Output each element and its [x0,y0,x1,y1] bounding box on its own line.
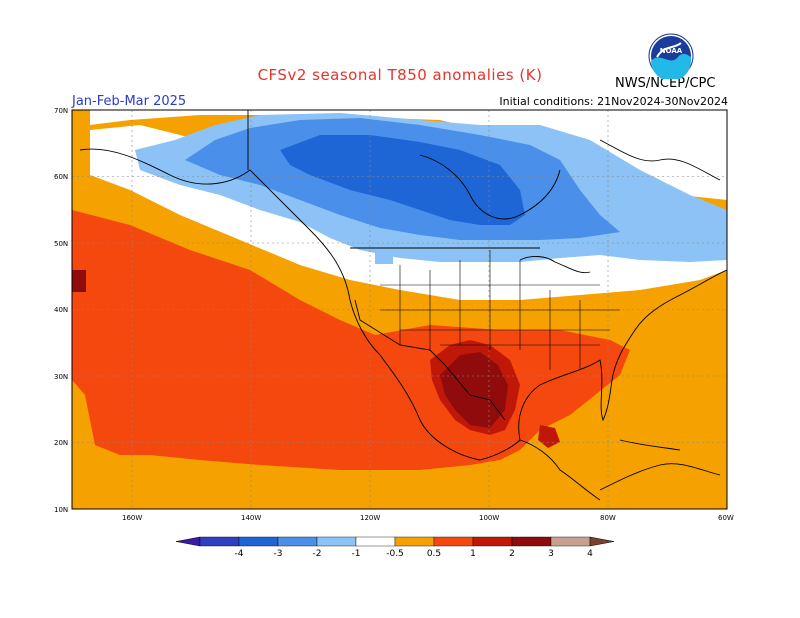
colorbar-segment [199,536,240,547]
colorbar-tick-label: -0.5 [386,549,404,559]
initial-conditions: Initial conditions: 21Nov2024-30Nov2024 [499,95,728,108]
colorbar-segment [316,536,357,547]
lon-label-140w: 140W [241,514,261,522]
lat-label-20: 20N [54,439,68,447]
logo-text: NOAA [660,47,683,55]
colorbar-tick-label: 4 [587,549,593,559]
colorbar-tick-label: -3 [274,549,283,559]
colorbar-arrow-low [175,536,201,547]
anomaly-band-neg3 [280,135,525,225]
colorbar-tick-label: 1 [470,549,476,559]
colorbar: -4 -3 -2 -1 -0.5 0.5 1 2 3 4 [175,536,615,559]
agency-label: NWS/NCEP/CPC [615,76,716,91]
lat-label-50: 50N [54,240,68,248]
gridlines [72,110,727,509]
anomaly-band-pos2-west [72,215,100,375]
forecast-period: Jan-Feb-Mar 2025 [72,94,187,109]
anomaly-band-pos1-south [72,470,727,509]
colorbar-tick-label: -4 [235,549,244,559]
noaa-logo: NOAA [648,33,694,79]
colorbar-segment [550,536,591,547]
lat-label-60: 60N [54,173,68,181]
colorbar-segment [238,536,279,547]
lon-label-80w: 80W [600,514,616,522]
state-borders [380,250,620,370]
lon-label-160w: 160W [122,514,142,522]
colorbar-tick-label: 3 [548,549,554,559]
lat-label-10: 10N [54,506,68,514]
chart-title: CFSv2 seasonal T850 anomalies (K) [257,66,543,84]
lat-label-40: 40N [54,306,68,314]
colorbar-segment [511,536,552,547]
map-frame [71,109,728,510]
colorbar-segment [355,536,396,547]
lat-label-30: 30N [54,373,68,381]
colorbar-tick-label: 2 [509,549,515,559]
colorbar-segment [277,536,318,547]
colorbar-segment [433,536,474,547]
latitude-labels: 70N 60N 50N 40N 30N 20N 10N [54,107,68,514]
lon-label-120w: 120W [360,514,380,522]
anomaly-spot-pos3 [72,270,86,292]
colorbar-tick-label: -1 [352,549,361,559]
anomaly-band-pos4 [440,352,508,428]
lon-label-100w: 100W [479,514,499,522]
colorbar-segment [394,536,435,547]
lat-label-70: 70N [54,107,68,115]
coastlines [79,110,727,501]
longitude-labels: 160W 140W 120W 100W 80W 60W [122,514,734,522]
colorbar-segment [472,536,513,547]
colorbar-tick-label: -2 [313,549,322,559]
anomaly-neutral-north [90,110,727,200]
colorbar-tick-label: 0.5 [427,549,441,559]
colorbar-arrow-high [589,536,615,547]
anomaly-spot-neg1 [375,250,393,264]
lon-label-60w: 60W [718,514,734,522]
